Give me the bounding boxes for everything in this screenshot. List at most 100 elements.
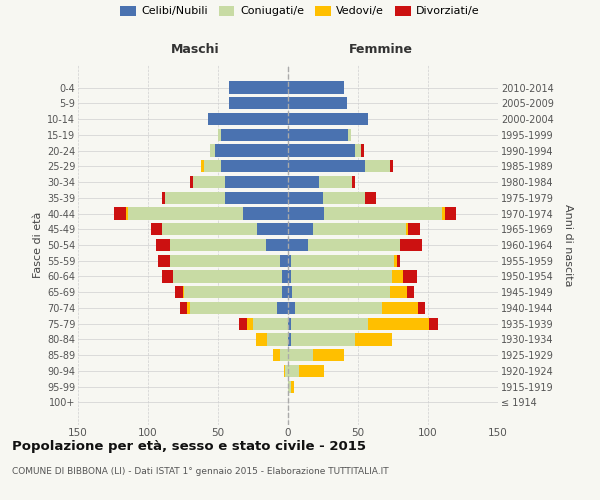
Bar (291, 254, 394, 267)
Bar (291, 380, 293, 393)
Bar (308, 239, 400, 251)
Bar (208, 113, 288, 125)
Bar (183, 286, 184, 298)
Bar (295, 302, 382, 314)
Text: Maschi: Maschi (171, 43, 220, 56)
Bar (365, 192, 376, 204)
Bar (400, 239, 422, 251)
Bar (190, 302, 277, 314)
Bar (291, 270, 392, 282)
Bar (288, 144, 355, 156)
Bar (288, 176, 319, 188)
Bar (403, 270, 417, 282)
Bar (151, 223, 162, 235)
Bar (165, 192, 225, 204)
Bar (173, 270, 283, 282)
Bar (288, 192, 323, 204)
Text: Popolazione per età, sesso e stato civile - 2015: Popolazione per età, sesso e stato civil… (12, 440, 366, 453)
Bar (382, 302, 418, 314)
Bar (409, 223, 419, 235)
Bar (162, 223, 257, 235)
Bar (190, 176, 193, 188)
Legend: Celibi/Nubili, Coniugati/e, Vedovi/e, Divorziati/e: Celibi/Nubili, Coniugati/e, Vedovi/e, Di… (120, 6, 480, 16)
Bar (284, 365, 285, 377)
Bar (418, 302, 425, 314)
Bar (180, 302, 187, 314)
Bar (283, 286, 288, 298)
Bar (288, 254, 291, 267)
Bar (218, 128, 221, 141)
Bar (288, 318, 291, 330)
Bar (288, 334, 291, 345)
Bar (288, 208, 325, 220)
Bar (365, 160, 390, 172)
Bar (170, 254, 280, 267)
Bar (288, 270, 291, 282)
Y-axis label: Fasce di età: Fasce di età (32, 212, 43, 278)
Bar (201, 160, 204, 172)
Bar (288, 113, 368, 125)
Bar (187, 302, 190, 314)
Bar (390, 160, 393, 172)
Bar (288, 365, 299, 377)
Bar (266, 239, 288, 251)
Bar (291, 318, 368, 330)
Bar (288, 82, 344, 94)
Bar (225, 176, 288, 188)
Bar (288, 160, 365, 172)
Bar (157, 239, 170, 251)
Bar (215, 144, 288, 156)
Bar (292, 286, 390, 298)
Bar (128, 208, 243, 220)
Bar (394, 254, 397, 267)
Bar (352, 176, 355, 188)
Bar (184, 286, 283, 298)
Text: Femmine: Femmine (349, 43, 412, 56)
Bar (221, 160, 288, 172)
Bar (170, 239, 266, 251)
Bar (325, 208, 442, 220)
Bar (280, 254, 288, 267)
Bar (288, 380, 291, 393)
Bar (288, 97, 347, 110)
Bar (288, 286, 292, 298)
Bar (257, 223, 288, 235)
Bar (162, 192, 165, 204)
Bar (225, 192, 288, 204)
Bar (445, 208, 456, 220)
Bar (175, 286, 183, 298)
Bar (361, 144, 364, 156)
Bar (229, 82, 288, 94)
Bar (397, 254, 400, 267)
Bar (390, 286, 407, 298)
Bar (285, 365, 288, 377)
Text: COMUNE DI BIBBONA (LI) - Dati ISTAT 1° gennaio 2015 - Elaborazione TUTTITALIA.IT: COMUNE DI BIBBONA (LI) - Dati ISTAT 1° g… (12, 468, 389, 476)
Bar (158, 254, 170, 267)
Bar (407, 286, 414, 298)
Bar (291, 334, 355, 345)
Bar (280, 349, 288, 362)
Bar (229, 97, 288, 110)
Bar (288, 302, 295, 314)
Y-axis label: Anni di nascita: Anni di nascita (563, 204, 573, 286)
Bar (323, 192, 365, 204)
Bar (283, 270, 288, 282)
Bar (247, 318, 253, 330)
Bar (288, 223, 313, 235)
Bar (277, 302, 288, 314)
Bar (272, 349, 280, 362)
Bar (288, 349, 313, 362)
Bar (193, 176, 225, 188)
Bar (256, 334, 267, 345)
Bar (204, 160, 221, 172)
Bar (288, 239, 308, 251)
Bar (348, 128, 351, 141)
Bar (288, 128, 348, 141)
Bar (243, 208, 288, 220)
Bar (442, 208, 445, 220)
Bar (319, 176, 352, 188)
Bar (115, 208, 125, 220)
Bar (253, 318, 288, 330)
Bar (221, 128, 288, 141)
Bar (239, 318, 247, 330)
